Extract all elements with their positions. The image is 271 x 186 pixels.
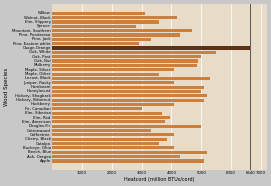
Bar [52,159,204,163]
Bar [52,129,150,132]
Bar [52,16,177,19]
Bar [52,25,136,28]
Bar [52,99,204,102]
Bar [52,103,174,106]
Bar [52,20,159,23]
Bar [52,120,165,124]
Bar [52,73,159,76]
Bar [52,33,180,37]
Bar [52,68,174,71]
Bar [52,55,201,58]
Bar [52,90,201,93]
Bar [52,155,180,158]
Bar [52,142,159,145]
Bar [52,60,198,63]
Bar [52,151,207,154]
Bar [52,64,197,67]
Bar [52,94,207,97]
Bar [52,86,204,89]
X-axis label: Heatcord (million BTUs/cord): Heatcord (million BTUs/cord) [124,177,195,182]
Bar [52,81,174,84]
Bar [52,77,210,80]
Bar [52,42,138,45]
Bar [52,12,144,15]
Bar [52,125,201,128]
Bar [52,116,170,119]
Bar [52,51,216,54]
Bar [52,146,174,150]
Bar [52,138,167,141]
Bar [52,38,150,41]
Bar [52,46,250,50]
Bar [52,133,174,137]
Bar [52,112,162,115]
Bar [52,107,141,110]
Y-axis label: Wood Species: Wood Species [4,68,9,106]
Bar [52,29,192,32]
